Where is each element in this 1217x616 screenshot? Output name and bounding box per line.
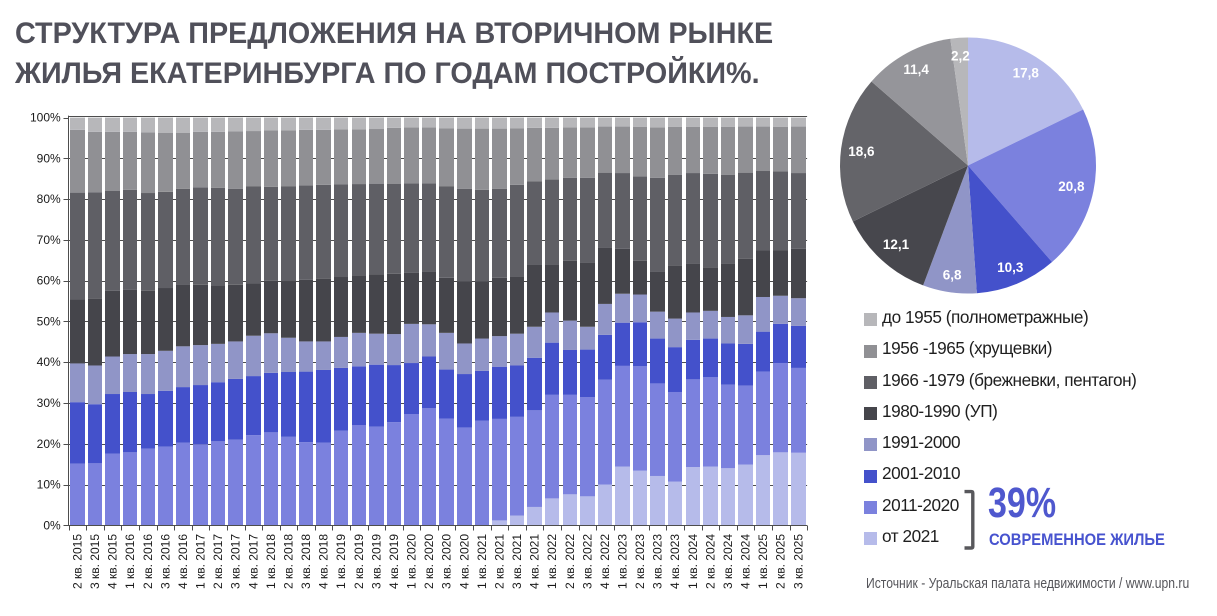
svg-text:4 кв. 2015: 4 кв. 2015 — [106, 534, 120, 589]
svg-text:3 кв. 2016: 3 кв. 2016 — [158, 534, 172, 589]
svg-text:20%: 20% — [37, 437, 61, 451]
svg-text:3 кв. 2018: 3 кв. 2018 — [299, 534, 313, 589]
svg-text:1 кв. 2025: 1 кв. 2025 — [756, 534, 770, 589]
svg-text:2,2: 2,2 — [951, 48, 970, 63]
svg-text:1 кв. 2018: 1 кв. 2018 — [264, 534, 278, 589]
svg-text:18,6: 18,6 — [848, 144, 875, 159]
svg-text:3 кв. 2015: 3 кв. 2015 — [88, 534, 102, 589]
svg-text:80%: 80% — [37, 192, 61, 206]
svg-text:3 кв. 2022: 3 кв. 2022 — [580, 534, 594, 589]
svg-text:1 кв. 2021: 1 кв. 2021 — [475, 534, 489, 589]
svg-text:17,8: 17,8 — [1013, 66, 1040, 81]
svg-text:2 кв. 2016: 2 кв. 2016 — [141, 534, 155, 589]
svg-text:6,8: 6,8 — [943, 267, 962, 282]
svg-text:2 кв. 2017: 2 кв. 2017 — [211, 534, 225, 589]
svg-text:20,8: 20,8 — [1058, 179, 1085, 194]
svg-text:1 кв. 2024: 1 кв. 2024 — [686, 534, 700, 589]
svg-text:2 кв. 2023: 2 кв. 2023 — [633, 534, 647, 589]
svg-text:1 кв. 2020: 1 кв. 2020 — [405, 534, 419, 589]
svg-text:30%: 30% — [37, 396, 61, 410]
svg-text:1 кв. 2022: 1 кв. 2022 — [545, 534, 559, 589]
svg-text:4 кв. 2016: 4 кв. 2016 — [176, 534, 190, 589]
svg-text:3 кв. 2019: 3 кв. 2019 — [369, 534, 383, 589]
svg-text:3 кв. 2024: 3 кв. 2024 — [721, 534, 735, 589]
svg-text:4 кв. 2024: 4 кв. 2024 — [739, 534, 753, 589]
svg-text:3 кв. 2017: 3 кв. 2017 — [229, 534, 243, 589]
svg-text:1 кв. 2016: 1 кв. 2016 — [123, 534, 137, 589]
svg-text:40%: 40% — [37, 355, 61, 369]
svg-text:2 кв. 2019: 2 кв. 2019 — [352, 534, 366, 589]
svg-text:50%: 50% — [37, 314, 61, 328]
svg-text:2 кв. 2020: 2 кв. 2020 — [422, 534, 436, 589]
svg-text:10%: 10% — [37, 478, 61, 492]
svg-text:3 кв. 2021: 3 кв. 2021 — [510, 534, 524, 589]
svg-text:12,1: 12,1 — [883, 237, 910, 252]
svg-text:2 кв. 2018: 2 кв. 2018 — [281, 534, 295, 589]
svg-text:0%: 0% — [43, 518, 61, 532]
svg-text:2 кв. 2024: 2 кв. 2024 — [703, 534, 717, 589]
svg-text:4 кв. 2022: 4 кв. 2022 — [598, 534, 612, 589]
svg-text:1 кв. 2023: 1 кв. 2023 — [616, 534, 630, 589]
svg-text:2 кв. 2025: 2 кв. 2025 — [774, 534, 788, 589]
svg-text:1 кв. 2017: 1 кв. 2017 — [194, 534, 208, 589]
svg-text:100%: 100% — [30, 111, 61, 125]
svg-text:11,4: 11,4 — [903, 62, 929, 77]
svg-text:10,3: 10,3 — [997, 260, 1024, 275]
svg-text:4 кв. 2017: 4 кв. 2017 — [246, 534, 260, 589]
svg-text:2 кв. 2022: 2 кв. 2022 — [563, 534, 577, 589]
svg-text:2 кв. 2015: 2 кв. 2015 — [70, 534, 84, 589]
svg-text:4 кв. 2020: 4 кв. 2020 — [457, 534, 471, 589]
svg-text:90%: 90% — [37, 151, 61, 165]
svg-text:1 кв. 2019: 1 кв. 2019 — [334, 534, 348, 589]
svg-text:4 кв. 2021: 4 кв. 2021 — [528, 534, 542, 589]
svg-text:70%: 70% — [37, 233, 61, 247]
svg-text:4 кв. 2019: 4 кв. 2019 — [387, 534, 401, 589]
svg-text:3 кв. 2023: 3 кв. 2023 — [651, 534, 665, 589]
svg-text:4 кв. 2023: 4 кв. 2023 — [668, 534, 682, 589]
svg-text:2 кв. 2021: 2 кв. 2021 — [492, 534, 506, 589]
svg-text:3 кв. 2025: 3 кв. 2025 — [791, 534, 805, 589]
svg-text:60%: 60% — [37, 274, 61, 288]
svg-text:3 кв. 2020: 3 кв. 2020 — [440, 534, 454, 589]
svg-text:4 кв. 2018: 4 кв. 2018 — [317, 534, 331, 589]
